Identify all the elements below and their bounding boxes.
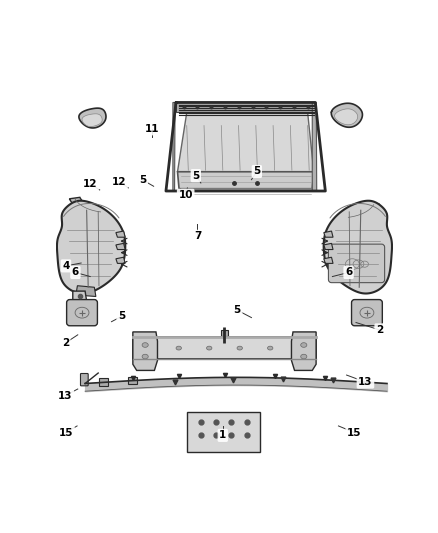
Polygon shape — [221, 329, 228, 336]
FancyBboxPatch shape — [176, 102, 315, 112]
Polygon shape — [324, 244, 333, 249]
Text: 5: 5 — [253, 166, 261, 176]
Polygon shape — [177, 112, 314, 172]
Polygon shape — [335, 109, 358, 125]
Polygon shape — [82, 114, 102, 126]
Text: 5: 5 — [233, 305, 241, 315]
Text: 6: 6 — [72, 268, 79, 278]
Polygon shape — [331, 103, 362, 127]
Polygon shape — [312, 102, 317, 191]
Ellipse shape — [176, 346, 181, 350]
Polygon shape — [177, 172, 314, 189]
Polygon shape — [73, 291, 87, 301]
Text: 15: 15 — [59, 427, 73, 438]
FancyBboxPatch shape — [81, 374, 88, 386]
Text: 5: 5 — [139, 175, 146, 185]
Ellipse shape — [142, 354, 148, 359]
Polygon shape — [345, 203, 380, 221]
Text: 12: 12 — [83, 179, 98, 189]
Polygon shape — [116, 231, 125, 237]
Text: 5: 5 — [192, 171, 199, 181]
FancyBboxPatch shape — [187, 412, 260, 452]
Text: 13: 13 — [358, 377, 373, 387]
Polygon shape — [116, 257, 125, 263]
Polygon shape — [128, 377, 138, 384]
Text: 1: 1 — [219, 430, 226, 440]
Ellipse shape — [145, 346, 151, 350]
Text: 10: 10 — [178, 190, 193, 200]
Polygon shape — [76, 286, 96, 296]
Polygon shape — [173, 102, 175, 191]
Text: 11: 11 — [145, 124, 159, 134]
Polygon shape — [99, 378, 108, 386]
Text: 12: 12 — [112, 177, 127, 187]
FancyBboxPatch shape — [133, 337, 316, 359]
Polygon shape — [324, 201, 392, 294]
Text: 7: 7 — [194, 231, 201, 241]
Polygon shape — [116, 244, 125, 249]
Text: 2: 2 — [62, 338, 69, 348]
Polygon shape — [57, 201, 125, 294]
Text: 13: 13 — [58, 391, 73, 401]
FancyBboxPatch shape — [67, 300, 97, 326]
Ellipse shape — [142, 343, 148, 348]
Ellipse shape — [237, 346, 242, 350]
Polygon shape — [324, 257, 333, 263]
Text: 6: 6 — [345, 268, 352, 278]
Polygon shape — [291, 332, 316, 370]
Ellipse shape — [301, 343, 307, 348]
Ellipse shape — [301, 354, 307, 359]
Text: 2: 2 — [376, 325, 383, 335]
FancyBboxPatch shape — [328, 244, 385, 282]
Polygon shape — [324, 231, 333, 237]
Polygon shape — [133, 332, 158, 370]
Ellipse shape — [298, 346, 304, 350]
Text: 5: 5 — [118, 311, 125, 321]
Ellipse shape — [268, 346, 273, 350]
Text: 15: 15 — [347, 427, 362, 438]
Text: 4: 4 — [62, 261, 70, 271]
Polygon shape — [79, 108, 106, 128]
Polygon shape — [69, 197, 104, 215]
FancyBboxPatch shape — [352, 300, 382, 326]
Ellipse shape — [207, 346, 212, 350]
